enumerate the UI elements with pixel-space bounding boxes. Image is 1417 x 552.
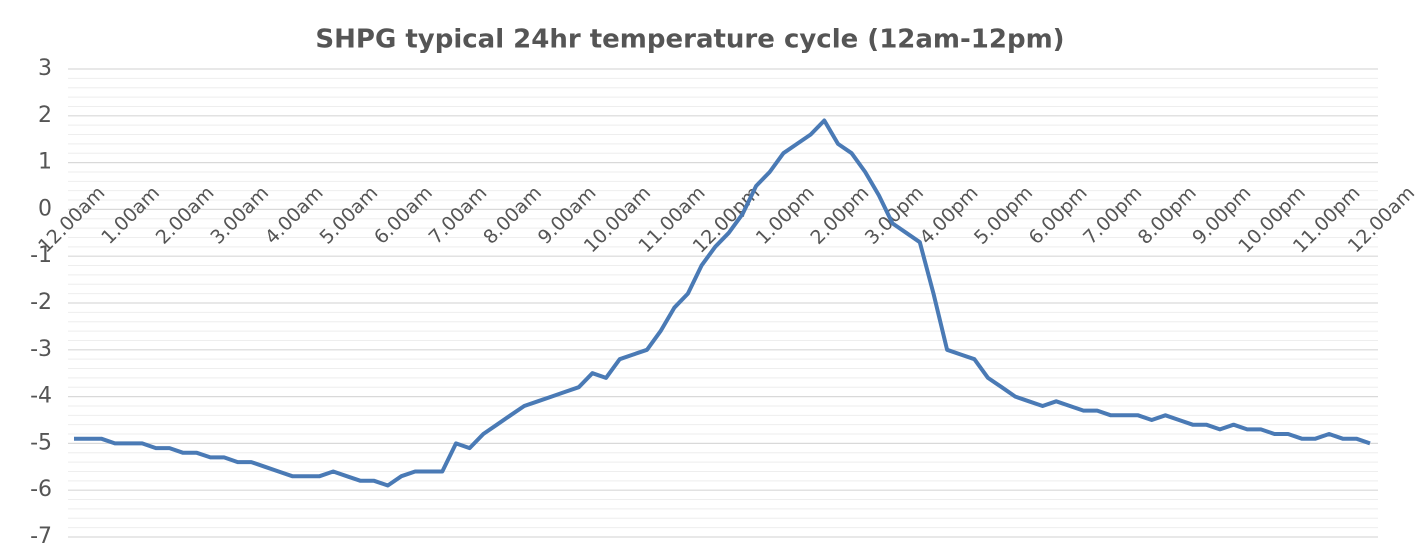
x-tick-label: 2.00pm xyxy=(806,182,873,249)
x-tick-label: 7.00pm xyxy=(1079,182,1146,249)
y-tick-label: 0 xyxy=(38,196,52,221)
x-tick-label: 6.00am xyxy=(370,182,437,249)
y-tick-label: -4 xyxy=(30,384,52,409)
y-tick-label: 2 xyxy=(38,103,52,128)
y-tick-label: -7 xyxy=(30,524,52,549)
y-tick-label: -6 xyxy=(30,477,52,502)
x-tick-label: 4.00pm xyxy=(915,182,982,249)
x-tick-label: 1.00pm xyxy=(752,182,819,249)
x-tick-label: 4.00am xyxy=(261,182,328,249)
x-tick-label: 5.00am xyxy=(315,182,382,249)
y-tick-label: 1 xyxy=(38,150,52,175)
y-tick-label: -1 xyxy=(30,243,52,268)
x-tick-label: 6.00pm xyxy=(1025,182,1092,249)
y-tick-label: -3 xyxy=(30,337,52,362)
y-tick-label: -5 xyxy=(30,430,52,455)
y-tick-label: -2 xyxy=(30,290,52,315)
x-tick-label: 7.00am xyxy=(425,182,492,249)
x-tick-label: 8.00pm xyxy=(1134,182,1201,249)
x-tick-label: 2.00am xyxy=(152,182,219,249)
x-tick-label: 3.00am xyxy=(206,182,273,249)
line-series xyxy=(74,118,1371,488)
x-tick-label: 5.00pm xyxy=(970,182,1037,249)
chart-title: SHPG typical 24hr temperature cycle (12a… xyxy=(315,25,1064,55)
x-tick-label: 8.00am xyxy=(479,182,546,249)
y-tick-label: 3 xyxy=(38,56,52,81)
x-tick-label: 1.00am xyxy=(97,182,164,249)
